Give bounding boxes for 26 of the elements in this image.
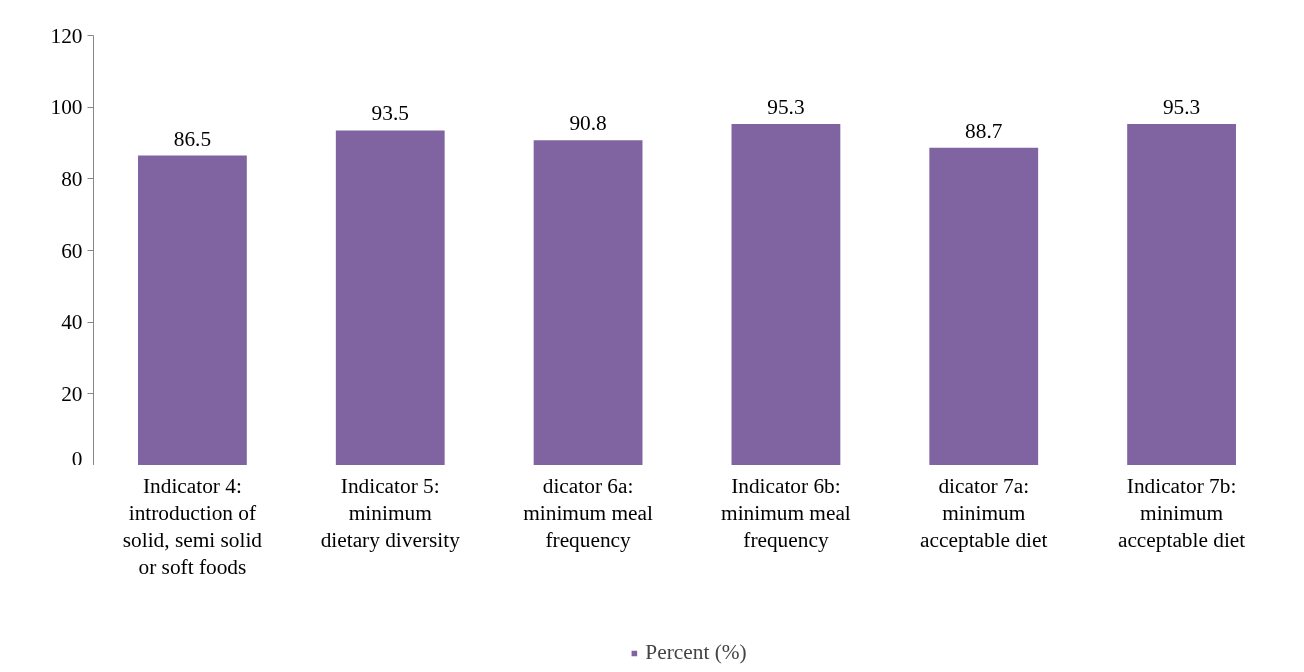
bar (929, 147, 1039, 465)
x-tick-label: dicator 7a: minimum acceptable diet (920, 473, 1048, 552)
data-label: 88.7 (965, 118, 1003, 143)
x-tick-label: Indicator 7b: minimum acceptable diet (1117, 473, 1246, 552)
bar (138, 155, 247, 465)
data-label: 93.5 (371, 101, 409, 126)
x-tick-label: Indicator 5: minimum dietary diversity (320, 473, 461, 552)
y-tick-label: 40 (61, 310, 83, 335)
y-tick-label: 80 (61, 166, 83, 191)
y-tick-label: 0 (71, 446, 83, 471)
data-label: 95.3 (1162, 95, 1201, 120)
x-tick-label: Indicator 4: introduction of solid, semi solid or soft foods (122, 473, 263, 579)
y-tick-label: 100 (50, 95, 83, 120)
data-label: 90.8 (569, 111, 607, 136)
x-tick-label: Indicator 6b: minimum meal frequency (721, 473, 851, 552)
y-tick-label: 20 (61, 381, 83, 406)
y-tick-label: 120 (50, 23, 83, 48)
data-label: 86.5 (173, 126, 212, 151)
x-tick-label: dicator 6a: minimum meal frequency (523, 473, 654, 552)
y-tick-label: 60 (61, 238, 83, 263)
legend-label: Percent (%) (645, 640, 747, 665)
data-label: 95.3 (767, 95, 805, 120)
bar (335, 130, 445, 465)
bar (731, 124, 841, 465)
bar (1127, 124, 1236, 465)
bar (533, 140, 643, 465)
